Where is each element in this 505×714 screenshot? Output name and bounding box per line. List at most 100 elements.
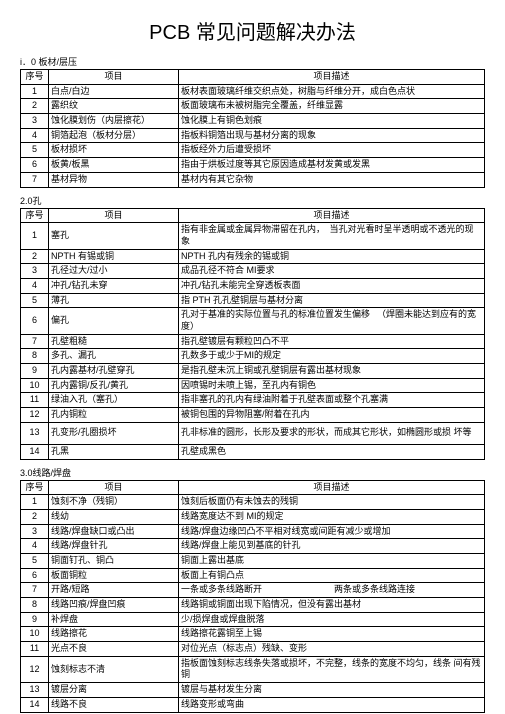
table-row: 10线路擦花线路擦花露铜至上锡 bbox=[21, 627, 485, 642]
cell-item: 蚀刻不净（残铜） bbox=[49, 495, 179, 510]
section-label: 2.0孔 bbox=[20, 194, 485, 207]
cell-desc: 线路宽度达不到 MI的规定 bbox=[179, 509, 485, 524]
cell-item: 孔变形/孔圈损坏 bbox=[49, 422, 179, 444]
cell-seq: 1 bbox=[21, 84, 49, 99]
cell-desc: 成品孔径不符合 MI要求 bbox=[179, 264, 485, 279]
cell-desc: 板面上有铜凸点 bbox=[179, 568, 485, 583]
cell-seq: 5 bbox=[21, 293, 49, 308]
cell-desc: 孔数多于或少于MI的规定 bbox=[179, 349, 485, 364]
table-row: 11绿油入孔（塞孔）指非塞孔的孔内有绿油附着于孔壁表面或整个孔塞满 bbox=[21, 393, 485, 408]
cell-desc: 是指孔壁未沉上铜或孔壁铜层有露出基材现象 bbox=[179, 364, 485, 379]
issue-table: 序号项目项目描述1白点/白边板材表面玻璃纤维交织点处，树脂与纤维分开，成白色点状… bbox=[20, 69, 485, 188]
cell-desc: 基材内有其它杂物 bbox=[179, 172, 485, 187]
cell-desc: 指 PTH 孔孔壁铜层与基材分离 bbox=[179, 293, 485, 308]
cell-desc: 蚀刻后板面仍有未蚀去的残铜 bbox=[179, 495, 485, 510]
cell-item: 线路不良 bbox=[49, 697, 179, 712]
cell-seq: 4 bbox=[21, 128, 49, 143]
cell-desc: 冲孔/钻孔未能完全穿透板表面 bbox=[179, 278, 485, 293]
cell-seq: 7 bbox=[21, 583, 49, 598]
cell-seq: 8 bbox=[21, 598, 49, 613]
table-row: 2NPTH 有锡或铜NPTH 孔内有残余的锡或铜 bbox=[21, 249, 485, 264]
cell-desc: 线路/焊盘上能见到基底的针孔 bbox=[179, 539, 485, 554]
cell-seq: 2 bbox=[21, 99, 49, 114]
cell-desc: 指板经外力后遭受损坏 bbox=[179, 143, 485, 158]
cell-item: 多孔、漏孔 bbox=[49, 349, 179, 364]
cell-item: 线路/焊盘针孔 bbox=[49, 539, 179, 554]
cell-desc: 线路变形或弯曲 bbox=[179, 697, 485, 712]
cell-desc: 铜面上露出基底 bbox=[179, 553, 485, 568]
cell-desc: NPTH 孔内有残余的锡或铜 bbox=[179, 249, 485, 264]
cell-seq: 14 bbox=[21, 444, 49, 459]
cell-item: 孔内铜粒 bbox=[49, 408, 179, 423]
cell-desc: 镀层与基材发生分离 bbox=[179, 683, 485, 698]
table-row: 3线路/焊盘缺口或凸出线路/焊盘边缘凹凸不平相对线宽或间距有减少或增加 bbox=[21, 524, 485, 539]
cell-seq: 9 bbox=[21, 612, 49, 627]
col-header-seq: 序号 bbox=[21, 208, 49, 223]
table-row: 2露织纹板面玻璃布未被树脂完全覆盖，纤维显露 bbox=[21, 99, 485, 114]
cell-item: 蚀化膜划伤（内层擦花） bbox=[49, 114, 179, 129]
cell-seq: 3 bbox=[21, 114, 49, 129]
cell-seq: 13 bbox=[21, 422, 49, 444]
table-row: 6偏孔孔对于基准的实际位置与孔的标准位置发生偏移 （焊圈未能达到应有的宽度） bbox=[21, 308, 485, 334]
table-row: 1蚀刻不净（残铜）蚀刻后板面仍有未蚀去的残铜 bbox=[21, 495, 485, 510]
table-row: 10孔内露铜/反孔/黄孔因喷锡时未喷上锡，至孔内有铜色 bbox=[21, 378, 485, 393]
table-row: 14孔黑孔壁成黑色 bbox=[21, 444, 485, 459]
cell-seq: 5 bbox=[21, 143, 49, 158]
table-row: 12孔内铜粒被铜包围的异物阻塞/附着在孔内 bbox=[21, 408, 485, 423]
table-row: 3蚀化膜划伤（内层擦花）蚀化膜上有铜色划痕 bbox=[21, 114, 485, 129]
cell-seq: 3 bbox=[21, 524, 49, 539]
table-row: 6板面铜粒板面上有铜凸点 bbox=[21, 568, 485, 583]
cell-item: 冲孔/钻孔未穿 bbox=[49, 278, 179, 293]
cell-desc: 因喷锡时未喷上锡，至孔内有铜色 bbox=[179, 378, 485, 393]
cell-seq: 12 bbox=[21, 408, 49, 423]
cell-item: 线路擦花 bbox=[49, 627, 179, 642]
table-row: 4冲孔/钻孔未穿冲孔/钻孔未能完全穿透板表面 bbox=[21, 278, 485, 293]
table-row: 3孔径过大/过小成品孔径不符合 MI要求 bbox=[21, 264, 485, 279]
section-label: 3.0线路/焊盘 bbox=[20, 466, 485, 479]
cell-item: 板黄/板黑 bbox=[49, 158, 179, 173]
cell-desc: 指孔壁镀层有颗粒凹凸不平 bbox=[179, 334, 485, 349]
cell-seq: 7 bbox=[21, 334, 49, 349]
cell-seq: 11 bbox=[21, 642, 49, 657]
cell-item: 绿油入孔（塞孔） bbox=[49, 393, 179, 408]
table-row: 13孔变形/孔圈损坏孔非标准的圆形，长形及要求的形状，而成其它形状，如椭圆形或损… bbox=[21, 422, 485, 444]
table-row: 6板黄/板黑指由于烘板过度等其它原因造成基材发黄或发黑 bbox=[21, 158, 485, 173]
issue-table: 序号项目项目描述1蚀刻不净（残铜）蚀刻后板面仍有未蚀去的残铜2线幼线路宽度达不到… bbox=[20, 480, 485, 713]
cell-seq: 13 bbox=[21, 683, 49, 698]
cell-item: NPTH 有锡或铜 bbox=[49, 249, 179, 264]
cell-desc: 指非塞孔的孔内有绿油附着于孔壁表面或整个孔塞满 bbox=[179, 393, 485, 408]
cell-seq: 8 bbox=[21, 349, 49, 364]
cell-item: 镀层分离 bbox=[49, 683, 179, 698]
table-row: 13镀层分离镀层与基材发生分离 bbox=[21, 683, 485, 698]
cell-seq: 12 bbox=[21, 656, 49, 682]
cell-desc: 被铜包围的异物阻塞/附着在孔内 bbox=[179, 408, 485, 423]
cell-seq: 10 bbox=[21, 378, 49, 393]
col-header-item: 项目 bbox=[49, 480, 179, 495]
cell-seq: 5 bbox=[21, 553, 49, 568]
cell-seq: 11 bbox=[21, 393, 49, 408]
cell-seq: 6 bbox=[21, 308, 49, 334]
cell-desc: 指板料铜箔出现与基材分离的现象 bbox=[179, 128, 485, 143]
cell-item: 孔内露铜/反孔/黄孔 bbox=[49, 378, 179, 393]
cell-desc: 线路擦花露铜至上锡 bbox=[179, 627, 485, 642]
cell-item: 白点/白边 bbox=[49, 84, 179, 99]
cell-seq: 1 bbox=[21, 495, 49, 510]
table-row: 5薄孔指 PTH 孔孔壁铜层与基材分离 bbox=[21, 293, 485, 308]
table-row: 4铜箔起泡（板材分层）指板料铜箔出现与基材分离的现象 bbox=[21, 128, 485, 143]
cell-seq: 2 bbox=[21, 249, 49, 264]
col-header-item: 项目 bbox=[49, 208, 179, 223]
cell-item: 蚀刻标志不清 bbox=[49, 656, 179, 682]
cell-seq: 2 bbox=[21, 509, 49, 524]
cell-item: 露织纹 bbox=[49, 99, 179, 114]
table-row: 4线路/焊盘针孔线路/焊盘上能见到基底的针孔 bbox=[21, 539, 485, 554]
cell-item: 线路凹痕/焊盘凹痕 bbox=[49, 598, 179, 613]
cell-seq: 7 bbox=[21, 172, 49, 187]
table-row: 9补焊盘少/损焊盘或焊盘脱落 bbox=[21, 612, 485, 627]
cell-seq: 9 bbox=[21, 364, 49, 379]
col-header-desc: 项目描述 bbox=[179, 480, 485, 495]
cell-item: 光点不良 bbox=[49, 642, 179, 657]
table-row: 7开路/短路一条或多条线路断开 两条或多条线路连接 bbox=[21, 583, 485, 598]
section-label: i．0 板材/层压 bbox=[20, 55, 485, 68]
col-header-seq: 序号 bbox=[21, 480, 49, 495]
cell-seq: 6 bbox=[21, 568, 49, 583]
